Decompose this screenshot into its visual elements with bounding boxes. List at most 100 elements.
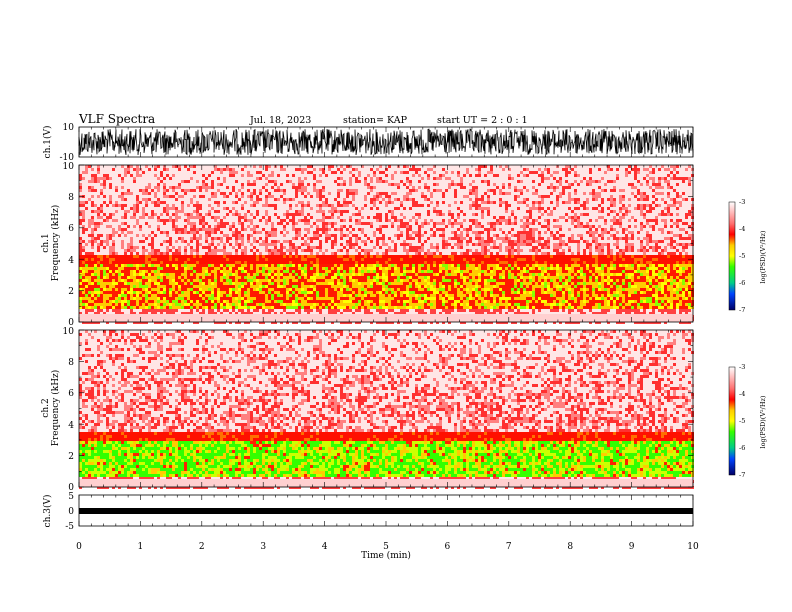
spectrogram-cell — [328, 285, 331, 288]
spectrogram-cell — [274, 321, 277, 324]
spectrogram-cell — [304, 294, 307, 297]
spectrogram-cell — [145, 249, 148, 252]
spectrogram-cell — [301, 291, 304, 294]
spectrogram-cell — [244, 282, 247, 285]
spectrogram-cell — [298, 294, 301, 297]
spectrogram-cell — [322, 168, 325, 171]
spectrogram-cell — [475, 186, 478, 189]
spectrogram-cell — [400, 171, 403, 174]
spectrogram-cell — [190, 198, 193, 201]
spectrogram-cell — [481, 288, 484, 291]
spectrogram-cell — [118, 195, 121, 198]
spectrogram-cell — [265, 189, 268, 192]
spectrogram-cell — [196, 249, 199, 252]
spectrogram-cell — [109, 255, 112, 258]
spectrogram-cell — [388, 195, 391, 198]
spectrogram-cell — [469, 255, 472, 258]
spectrogram-cell — [274, 198, 277, 201]
spectrogram-cell — [307, 231, 310, 234]
spectrogram-cell — [289, 294, 292, 297]
spectrogram-cell — [124, 192, 127, 195]
spectrogram-cell — [328, 279, 331, 282]
spectrogram-cell — [247, 288, 250, 291]
spectrogram-cell — [484, 252, 487, 255]
spectrogram-cell — [307, 222, 310, 225]
spectrogram-cell — [112, 300, 115, 303]
spectrogram-cell — [448, 261, 451, 264]
spectrogram-cell — [448, 312, 451, 315]
spectrogram-cell — [292, 294, 295, 297]
spectrogram-cell — [496, 255, 499, 258]
spectrogram-cell — [415, 261, 418, 264]
spectrogram-cell — [403, 306, 406, 309]
spectrogram-cell — [436, 300, 439, 303]
spectrogram-cell — [268, 219, 271, 222]
spectrogram-cell — [103, 294, 106, 297]
spectrogram-cell — [517, 288, 520, 291]
spectrogram-cell — [304, 276, 307, 279]
spectrogram-cell — [508, 273, 511, 276]
spectrogram-cell — [370, 273, 373, 276]
spectrogram-cell — [88, 234, 91, 237]
spectrogram-cell — [196, 228, 199, 231]
spectrogram-cell — [247, 210, 250, 213]
spectrogram-cell — [340, 273, 343, 276]
spectrogram-cell — [292, 213, 295, 216]
spectrogram-cell — [109, 198, 112, 201]
spectrogram-cell — [91, 255, 94, 258]
spectrogram-cell — [79, 291, 82, 294]
spectrogram-cell — [400, 276, 403, 279]
spectrogram-cell — [337, 204, 340, 207]
spectrogram-cell — [517, 306, 520, 309]
spectrogram-cell — [430, 255, 433, 258]
spectrogram-cell — [136, 201, 139, 204]
spectrogram-cell — [298, 258, 301, 261]
spectrogram-cell — [430, 321, 433, 324]
spectrogram-cell — [430, 243, 433, 246]
spectrogram-cell — [445, 276, 448, 279]
spectrogram-cell — [160, 279, 163, 282]
spectrogram-cell — [280, 258, 283, 261]
spectrogram-cell — [133, 180, 136, 183]
spectrogram-cell — [226, 213, 229, 216]
spectrogram-cell — [436, 249, 439, 252]
spectrogram-cell — [130, 252, 133, 255]
spectrogram-cell — [469, 309, 472, 312]
spectrogram-cell — [202, 225, 205, 228]
spectrogram-cell — [268, 300, 271, 303]
spectrogram-cell — [154, 309, 157, 312]
spectrogram-cell — [445, 264, 448, 267]
spectrogram-cell — [421, 192, 424, 195]
spectrogram-cell — [100, 264, 103, 267]
spectrogram-cell — [517, 252, 520, 255]
spectrogram-cell — [481, 300, 484, 303]
spectrogram-cell — [214, 279, 217, 282]
spectrogram-cell — [316, 219, 319, 222]
spectrogram-cell — [208, 246, 211, 249]
spectrogram-cell — [481, 264, 484, 267]
spectrogram-cell — [193, 189, 196, 192]
spectrogram-cell — [394, 216, 397, 219]
spectrogram-cell — [97, 321, 100, 324]
spectrogram-cell — [175, 297, 178, 300]
spectrogram-cell — [508, 267, 511, 270]
spectrogram-cell — [313, 303, 316, 306]
spectrogram-cell — [319, 300, 322, 303]
spectrogram-cell — [268, 174, 271, 177]
spectrogram-cell — [115, 204, 118, 207]
spectrogram-cell — [232, 225, 235, 228]
spectrogram-cell — [280, 165, 283, 168]
spectrogram-cell — [196, 306, 199, 309]
spectrogram-cell — [313, 234, 316, 237]
spectrogram-cell — [349, 288, 352, 291]
spectrogram-cell — [106, 240, 109, 243]
spectrogram-cell — [427, 261, 430, 264]
spectrogram-cell — [499, 243, 502, 246]
spectrogram-cell — [376, 309, 379, 312]
spectrogram-cell — [265, 282, 268, 285]
spectrogram-cell — [145, 237, 148, 240]
spectrogram-cell — [361, 276, 364, 279]
spectrogram-cell — [505, 234, 508, 237]
spectrogram-cell — [166, 210, 169, 213]
spectrogram-cell — [145, 300, 148, 303]
